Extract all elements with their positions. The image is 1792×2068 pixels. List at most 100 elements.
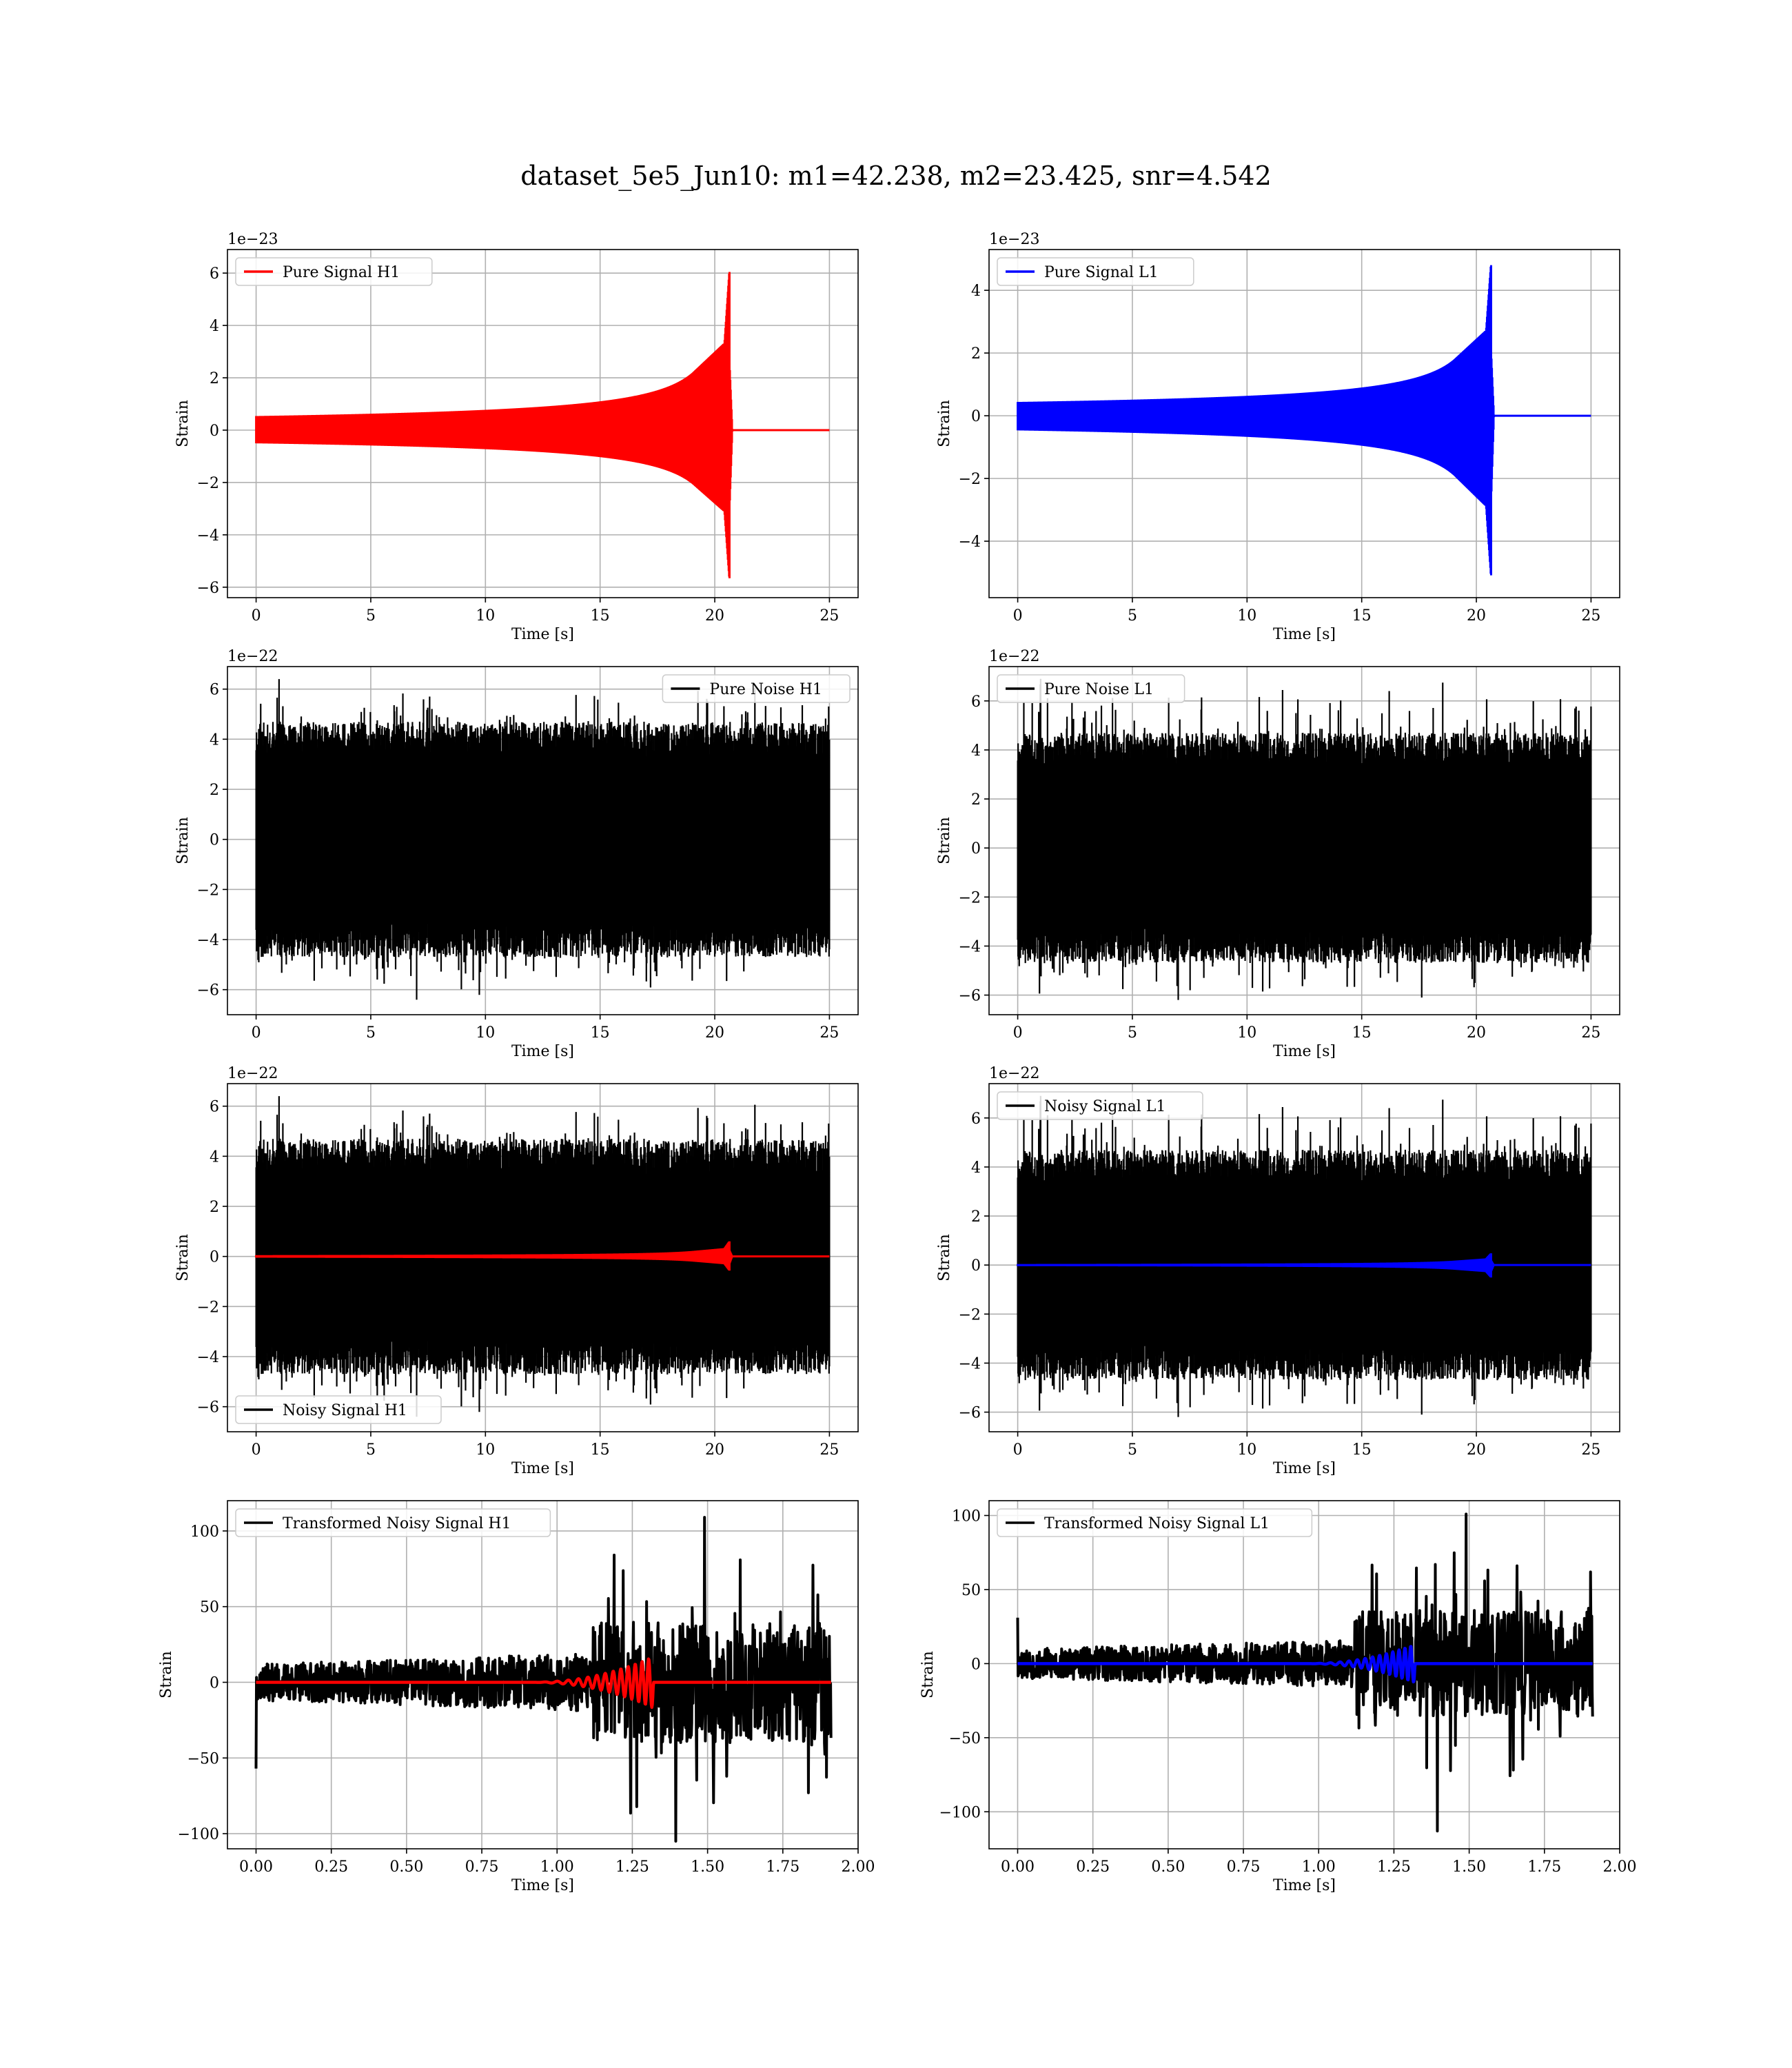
y-tick-label: 6 — [210, 1099, 219, 1116]
y-tick-label: 6 — [971, 1111, 981, 1128]
x-tick-label: 0 — [252, 1441, 261, 1459]
y-tick-label: 0 — [971, 1257, 981, 1275]
x-tick-label: 20 — [1467, 607, 1486, 625]
y-tick-label: −2 — [197, 1299, 219, 1316]
x-tick-label: 1.25 — [615, 1858, 649, 1876]
x-tick-label: 25 — [819, 1024, 839, 1042]
x-tick-label: 25 — [1581, 607, 1600, 625]
x-tick-label: 1.50 — [691, 1858, 724, 1876]
y-tick-label: −4 — [959, 534, 981, 551]
legend: Pure Noise L1 — [997, 674, 1185, 703]
series-line-0 — [255, 272, 830, 578]
y-tick-label: 2 — [210, 782, 219, 799]
x-tick-label: 15 — [591, 1441, 610, 1459]
x-axis-label: Time [s] — [1273, 1043, 1336, 1060]
x-axis-label: Time [s] — [511, 1877, 574, 1894]
y-tick-label: 2 — [210, 1199, 219, 1216]
y-offset-label: 1e−22 — [989, 648, 1039, 665]
y-tick-label: 0 — [971, 1656, 981, 1673]
y-tick-label: 2 — [971, 791, 981, 809]
axes-frame — [227, 1083, 859, 1432]
x-tick-label: 25 — [1581, 1024, 1600, 1042]
y-tick-label: 6 — [210, 682, 219, 699]
x-axis-label: Time [s] — [511, 1460, 574, 1477]
subplot-3: 0 5 10 15 20 25 −6 −4 −2 0 2 4 6 Time [s] Strain 1e−22 P… — [936, 648, 1620, 1060]
legend-label: Pure Signal L1 — [1044, 264, 1159, 281]
legend: Transformed Noisy Signal L1 — [997, 1508, 1313, 1537]
series-line-1 — [1016, 1645, 1594, 1684]
x-tick-label: 0.50 — [389, 1858, 423, 1876]
x-tick-label: 0 — [1013, 1441, 1023, 1459]
x-tick-label: 0 — [1013, 607, 1023, 625]
y-tick-label: −50 — [949, 1730, 981, 1747]
x-tick-label: 20 — [705, 1024, 724, 1042]
y-tick-label: 50 — [961, 1582, 981, 1599]
y-tick-label: 0 — [971, 840, 981, 858]
subplot-7: 0.00 0.25 0.50 0.75 1.00 1.25 1.50 1.75 2.00 −100… — [919, 1500, 1636, 1894]
y-offset-label: 1e−23 — [989, 231, 1039, 248]
x-tick-label: 5 — [366, 1441, 376, 1459]
x-tick-label: 0.50 — [1151, 1858, 1185, 1876]
y-tick-label: 100 — [190, 1523, 219, 1541]
x-tick-label: 20 — [1467, 1441, 1486, 1459]
y-tick-label: −4 — [197, 932, 219, 949]
y-tick-label: −2 — [197, 475, 219, 492]
x-tick-label: 20 — [705, 607, 724, 625]
y-tick-label: −2 — [959, 1306, 981, 1324]
x-tick-label: 10 — [476, 1024, 495, 1042]
series-line-0 — [1017, 265, 1591, 576]
series-line-0 — [254, 1516, 833, 1843]
legend-box — [997, 257, 1194, 286]
axes-frame — [988, 1500, 1620, 1849]
subplot-5: 0 5 10 15 20 25 −6 −4 −2 0 2 4 6 Time [s] Strain 1e−22 N… — [936, 1065, 1620, 1477]
x-tick-label: 1.00 — [1302, 1858, 1336, 1876]
legend-box — [997, 1091, 1203, 1120]
y-tick-label: 2 — [210, 370, 219, 387]
x-tick-label: 5 — [366, 1024, 376, 1042]
y-tick-label: −6 — [197, 580, 219, 597]
x-tick-label: 15 — [1352, 607, 1372, 625]
legend-box — [662, 674, 851, 703]
x-tick-label: 20 — [705, 1441, 724, 1459]
axes-frame — [988, 1083, 1620, 1432]
y-tick-label: −4 — [959, 938, 981, 955]
x-tick-label: 20 — [1467, 1024, 1486, 1042]
y-tick-label: 0 — [971, 408, 981, 425]
y-tick-label: 0 — [210, 832, 219, 849]
x-axis-label: Time [s] — [511, 626, 574, 643]
x-tick-label: 0.25 — [1076, 1858, 1110, 1876]
y-tick-label: −2 — [959, 889, 981, 906]
series-line-1 — [254, 1657, 833, 1710]
axes-frame — [227, 249, 859, 598]
x-tick-label: 1.50 — [1452, 1858, 1486, 1876]
x-tick-label: 5 — [1128, 1441, 1137, 1459]
legend-label: Transformed Noisy Signal L1 — [1044, 1515, 1270, 1532]
y-axis-label: Strain — [936, 817, 953, 864]
y-offset-label: 1e−23 — [227, 231, 278, 248]
legend-box — [997, 674, 1185, 703]
legend: Noisy Signal H1 — [235, 1395, 442, 1424]
y-tick-label: 4 — [971, 742, 981, 760]
subplot-0: 0 5 10 15 20 25 −6 −4 −2 0 2 4 6 Time [s] Strain 1e−23 P… — [174, 231, 859, 643]
x-tick-label: 10 — [1237, 1441, 1256, 1459]
subplot-1: 0 5 10 15 20 25 −4 −2 0 2 4 Time [s] Strain 1e−23 Pure… — [936, 231, 1620, 643]
y-tick-label: −50 — [187, 1750, 219, 1767]
y-tick-label: 2 — [971, 1208, 981, 1226]
series-group — [1017, 678, 1592, 1000]
axes-frame — [227, 1500, 859, 1849]
legend-label: Noisy Signal L1 — [1044, 1098, 1165, 1115]
series-group — [1017, 1095, 1592, 1417]
y-axis-label: Strain — [174, 1234, 192, 1281]
y-tick-label: 2 — [971, 345, 981, 363]
axes-frame — [988, 249, 1620, 598]
x-tick-label: 5 — [366, 607, 376, 625]
y-tick-label: 0 — [210, 423, 219, 440]
legend-label: Noisy Signal H1 — [283, 1402, 407, 1419]
series-group — [1016, 1512, 1594, 1833]
x-tick-label: 25 — [819, 607, 839, 625]
x-tick-label: 15 — [1352, 1441, 1372, 1459]
x-tick-label: 1.25 — [1377, 1858, 1411, 1876]
y-tick-label: 4 — [971, 1159, 981, 1177]
x-tick-label: 10 — [1237, 607, 1256, 625]
x-tick-label: 1.00 — [540, 1858, 574, 1876]
